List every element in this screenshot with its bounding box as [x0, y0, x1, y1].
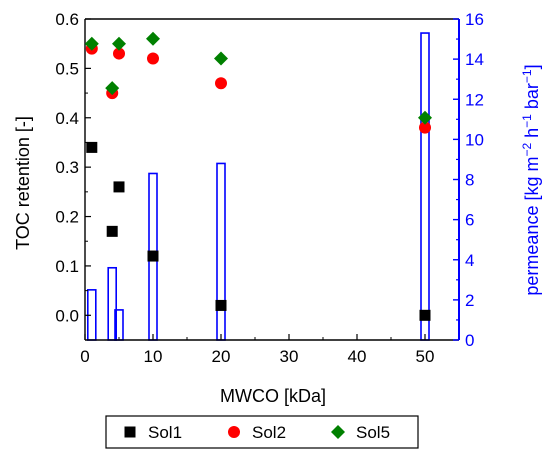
point-sol5 [84, 36, 99, 51]
legend-marker-sol2 [228, 426, 240, 438]
y-tick-label: 0.1 [55, 257, 79, 276]
y2-axis-title-part: −1 [520, 69, 534, 83]
legend-label-sol2: Sol2 [252, 423, 286, 442]
point-sol2 [215, 77, 227, 90]
point-sol5 [418, 110, 432, 125]
y2-tick-label: 0 [465, 331, 474, 350]
data-points [84, 31, 432, 321]
point-sol5 [105, 81, 120, 96]
y-tick-label: 0.0 [55, 306, 79, 325]
point-sol2 [113, 47, 125, 60]
permeance-bar [420, 32, 430, 341]
y2-axis-title-part: −2 [520, 143, 534, 157]
point-sol5 [146, 31, 160, 46]
x-tick-label: 0 [80, 347, 89, 366]
x-tick-label: 10 [144, 347, 163, 366]
y2-tick-label: 16 [465, 10, 484, 29]
y-tick-label: 0.3 [55, 158, 79, 177]
point-sol5 [214, 51, 228, 66]
y2-axis-title-part: bar [522, 83, 542, 114]
y2-tick-label: 8 [465, 171, 474, 190]
x-tick-label: 30 [280, 347, 299, 366]
point-sol2 [419, 121, 431, 134]
point-sol1 [113, 181, 125, 193]
point-sol1 [86, 141, 98, 153]
y2-tick-label: 2 [465, 291, 474, 310]
legend-box [105, 415, 419, 449]
y2-axis-title-part: permeance [kg m [522, 157, 542, 296]
y2-tick-label: 4 [465, 251, 474, 270]
axes: 0 10 20 30 40 50 0.0 0.1 0.2 0.3 0.4 0.5 0.6 0 2 4 6 8 10 1… [55, 10, 484, 366]
permeance-bars [87, 32, 430, 341]
y2-axis-title-part: h [522, 128, 542, 143]
x-tick-label: 50 [416, 347, 435, 366]
y2-axis-title-part: −1 [520, 114, 534, 128]
point-sol2 [147, 52, 159, 65]
y2-tick-label: 14 [465, 50, 484, 69]
y2-axis-title: permeance [kg m−2 h−1 bar−1] [520, 64, 542, 295]
point-sol1 [106, 225, 118, 237]
x-tick-label: 40 [348, 347, 367, 366]
y2-tick-label: 6 [465, 211, 474, 230]
legend-marker-sol1 [124, 426, 136, 438]
point-sol1 [147, 250, 159, 262]
permeance-bar [216, 162, 226, 341]
legend: Sol1 Sol2 Sol5 [105, 415, 419, 449]
y-tick-label: 0.5 [55, 59, 79, 78]
y-tick-label: 0.6 [55, 10, 79, 29]
y2-tick-label: 12 [465, 90, 484, 109]
x-axis-title: MWCO [kDa] [220, 386, 326, 406]
point-sol1 [419, 309, 431, 321]
y2-tick-label: 10 [465, 130, 484, 149]
point-sol1 [215, 299, 227, 311]
axis-labels: MWCO [kDa] TOC retention [-] permeance [… [13, 64, 542, 406]
legend-label-sol1: Sol1 [148, 423, 182, 442]
y2-axis-title-part: ] [522, 64, 542, 69]
point-sol5 [112, 36, 126, 51]
y-tick-label: 0.4 [55, 109, 79, 128]
y-axis-title: TOC retention [-] [13, 116, 33, 250]
legend-label-sol5: Sol5 [356, 423, 390, 442]
y-tick-label: 0.2 [55, 208, 79, 227]
x-tick-label: 20 [212, 347, 231, 366]
legend-marker-sol5 [331, 425, 345, 439]
